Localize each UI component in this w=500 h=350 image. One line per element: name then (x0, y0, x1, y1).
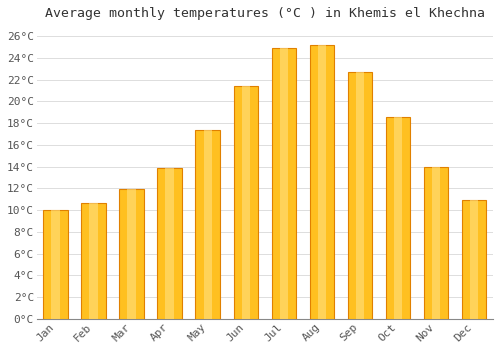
Bar (234, 86, 258, 319)
Bar (470, 200, 478, 319)
Title: Average monthly temperatures (°C ) in Khemis el Khechna: Average monthly temperatures (°C ) in Kh… (45, 7, 485, 20)
Bar (242, 86, 250, 319)
Bar (310, 45, 334, 319)
Bar (204, 130, 212, 319)
Bar (432, 167, 440, 319)
Bar (44, 210, 68, 319)
Bar (280, 48, 288, 319)
Bar (394, 117, 402, 319)
Bar (318, 45, 326, 319)
Bar (386, 117, 410, 319)
Bar (166, 168, 174, 319)
Bar (272, 48, 296, 319)
Bar (356, 72, 364, 319)
Bar (348, 72, 372, 319)
Bar (128, 189, 136, 319)
Bar (120, 189, 144, 319)
Bar (52, 210, 60, 319)
Bar (90, 203, 98, 319)
Bar (424, 167, 448, 319)
Bar (196, 130, 220, 319)
Bar (462, 200, 486, 319)
Bar (158, 168, 182, 319)
Bar (82, 203, 106, 319)
